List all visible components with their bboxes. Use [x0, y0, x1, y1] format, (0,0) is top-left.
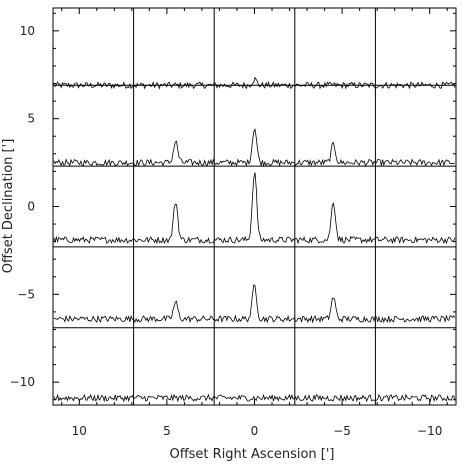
- y-tick-label: −5: [17, 287, 35, 301]
- spectrum-row-trace: [53, 127, 456, 168]
- y-tick-label: −10: [10, 375, 35, 389]
- axis-ticks: [53, 8, 456, 405]
- spectrum-row-trace: [53, 284, 456, 324]
- x-tick-label: −10: [417, 424, 442, 438]
- y-axis-label: Offset Declination [']: [1, 139, 16, 274]
- x-tick-label: 5: [163, 424, 171, 438]
- y-tick-label: 10: [20, 24, 35, 38]
- spectrum-row-trace: [53, 393, 456, 403]
- panel-grid: [53, 8, 456, 405]
- spectrum-row-trace: [53, 76, 456, 90]
- spectra-traces: [53, 76, 456, 403]
- x-tick-label: 0: [251, 424, 259, 438]
- x-axis-label: Offset Right Ascension [']: [169, 447, 334, 462]
- y-tick-label: 5: [27, 112, 35, 126]
- y-tick-label: 0: [27, 200, 35, 214]
- spectrum-row-trace: [53, 172, 456, 245]
- plot-frame: [52, 7, 457, 406]
- tick-labels: 10 5 0 −5 −10 10 5 0 −5 −10: [10, 24, 443, 438]
- x-tick-label: −5: [333, 424, 351, 438]
- x-tick-label: 10: [72, 424, 87, 438]
